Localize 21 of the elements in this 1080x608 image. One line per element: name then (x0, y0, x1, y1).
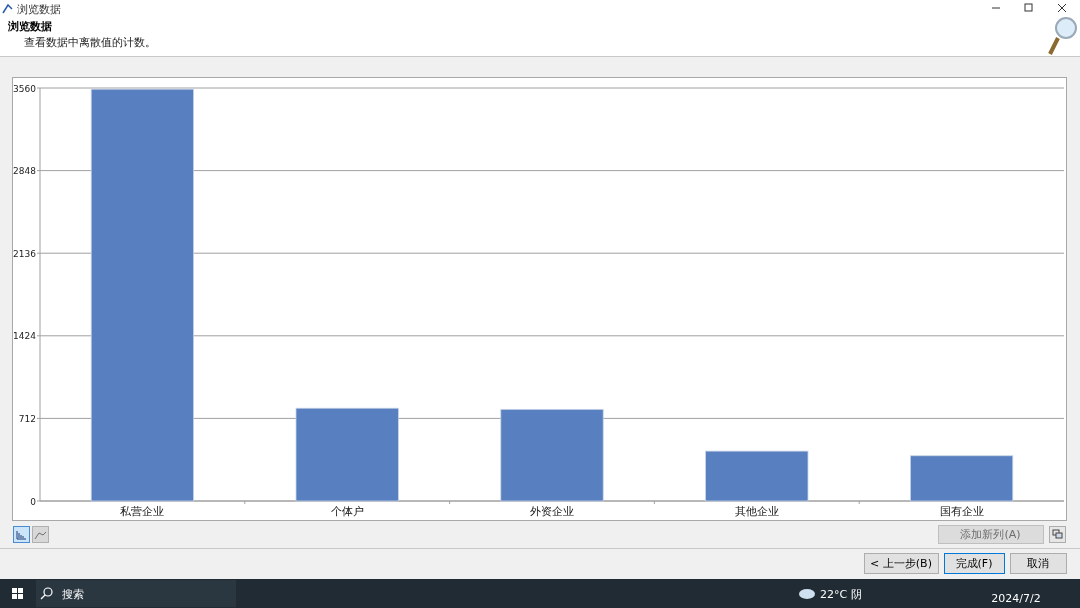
x-tick-label: 其他企业 (734, 505, 779, 518)
chart-subtitle: 查看数据中离散值的计数。 (24, 36, 156, 49)
text: 添加新列(A) (960, 528, 1021, 541)
text: 搜索 (62, 588, 84, 601)
x-tick-label: 私营企业 (120, 505, 165, 518)
text: 取消 (1027, 557, 1049, 570)
x-tick-label: 国有企业 (939, 505, 984, 518)
text: 2024/7/2 (991, 592, 1041, 605)
y-tick-label: 3560 (13, 83, 37, 94)
text: 22°C 阴 (820, 588, 862, 601)
y-tick-label: 1424 (13, 331, 37, 342)
chart-title: 浏览数据 (7, 20, 52, 33)
text: 完成(F) (955, 557, 993, 570)
text: < 上一步(B) (870, 557, 932, 570)
x-tick-label: 外资企业 (530, 505, 574, 518)
y-tick-label: 2848 (13, 166, 37, 177)
y-tick-label: 2136 (13, 248, 37, 259)
y-tick-label: 0 (30, 496, 37, 507)
chart-title: 浏览数据 (17, 3, 61, 16)
y-tick-label: 712 (18, 413, 36, 424)
x-tick-label: 个体户 (330, 505, 364, 518)
